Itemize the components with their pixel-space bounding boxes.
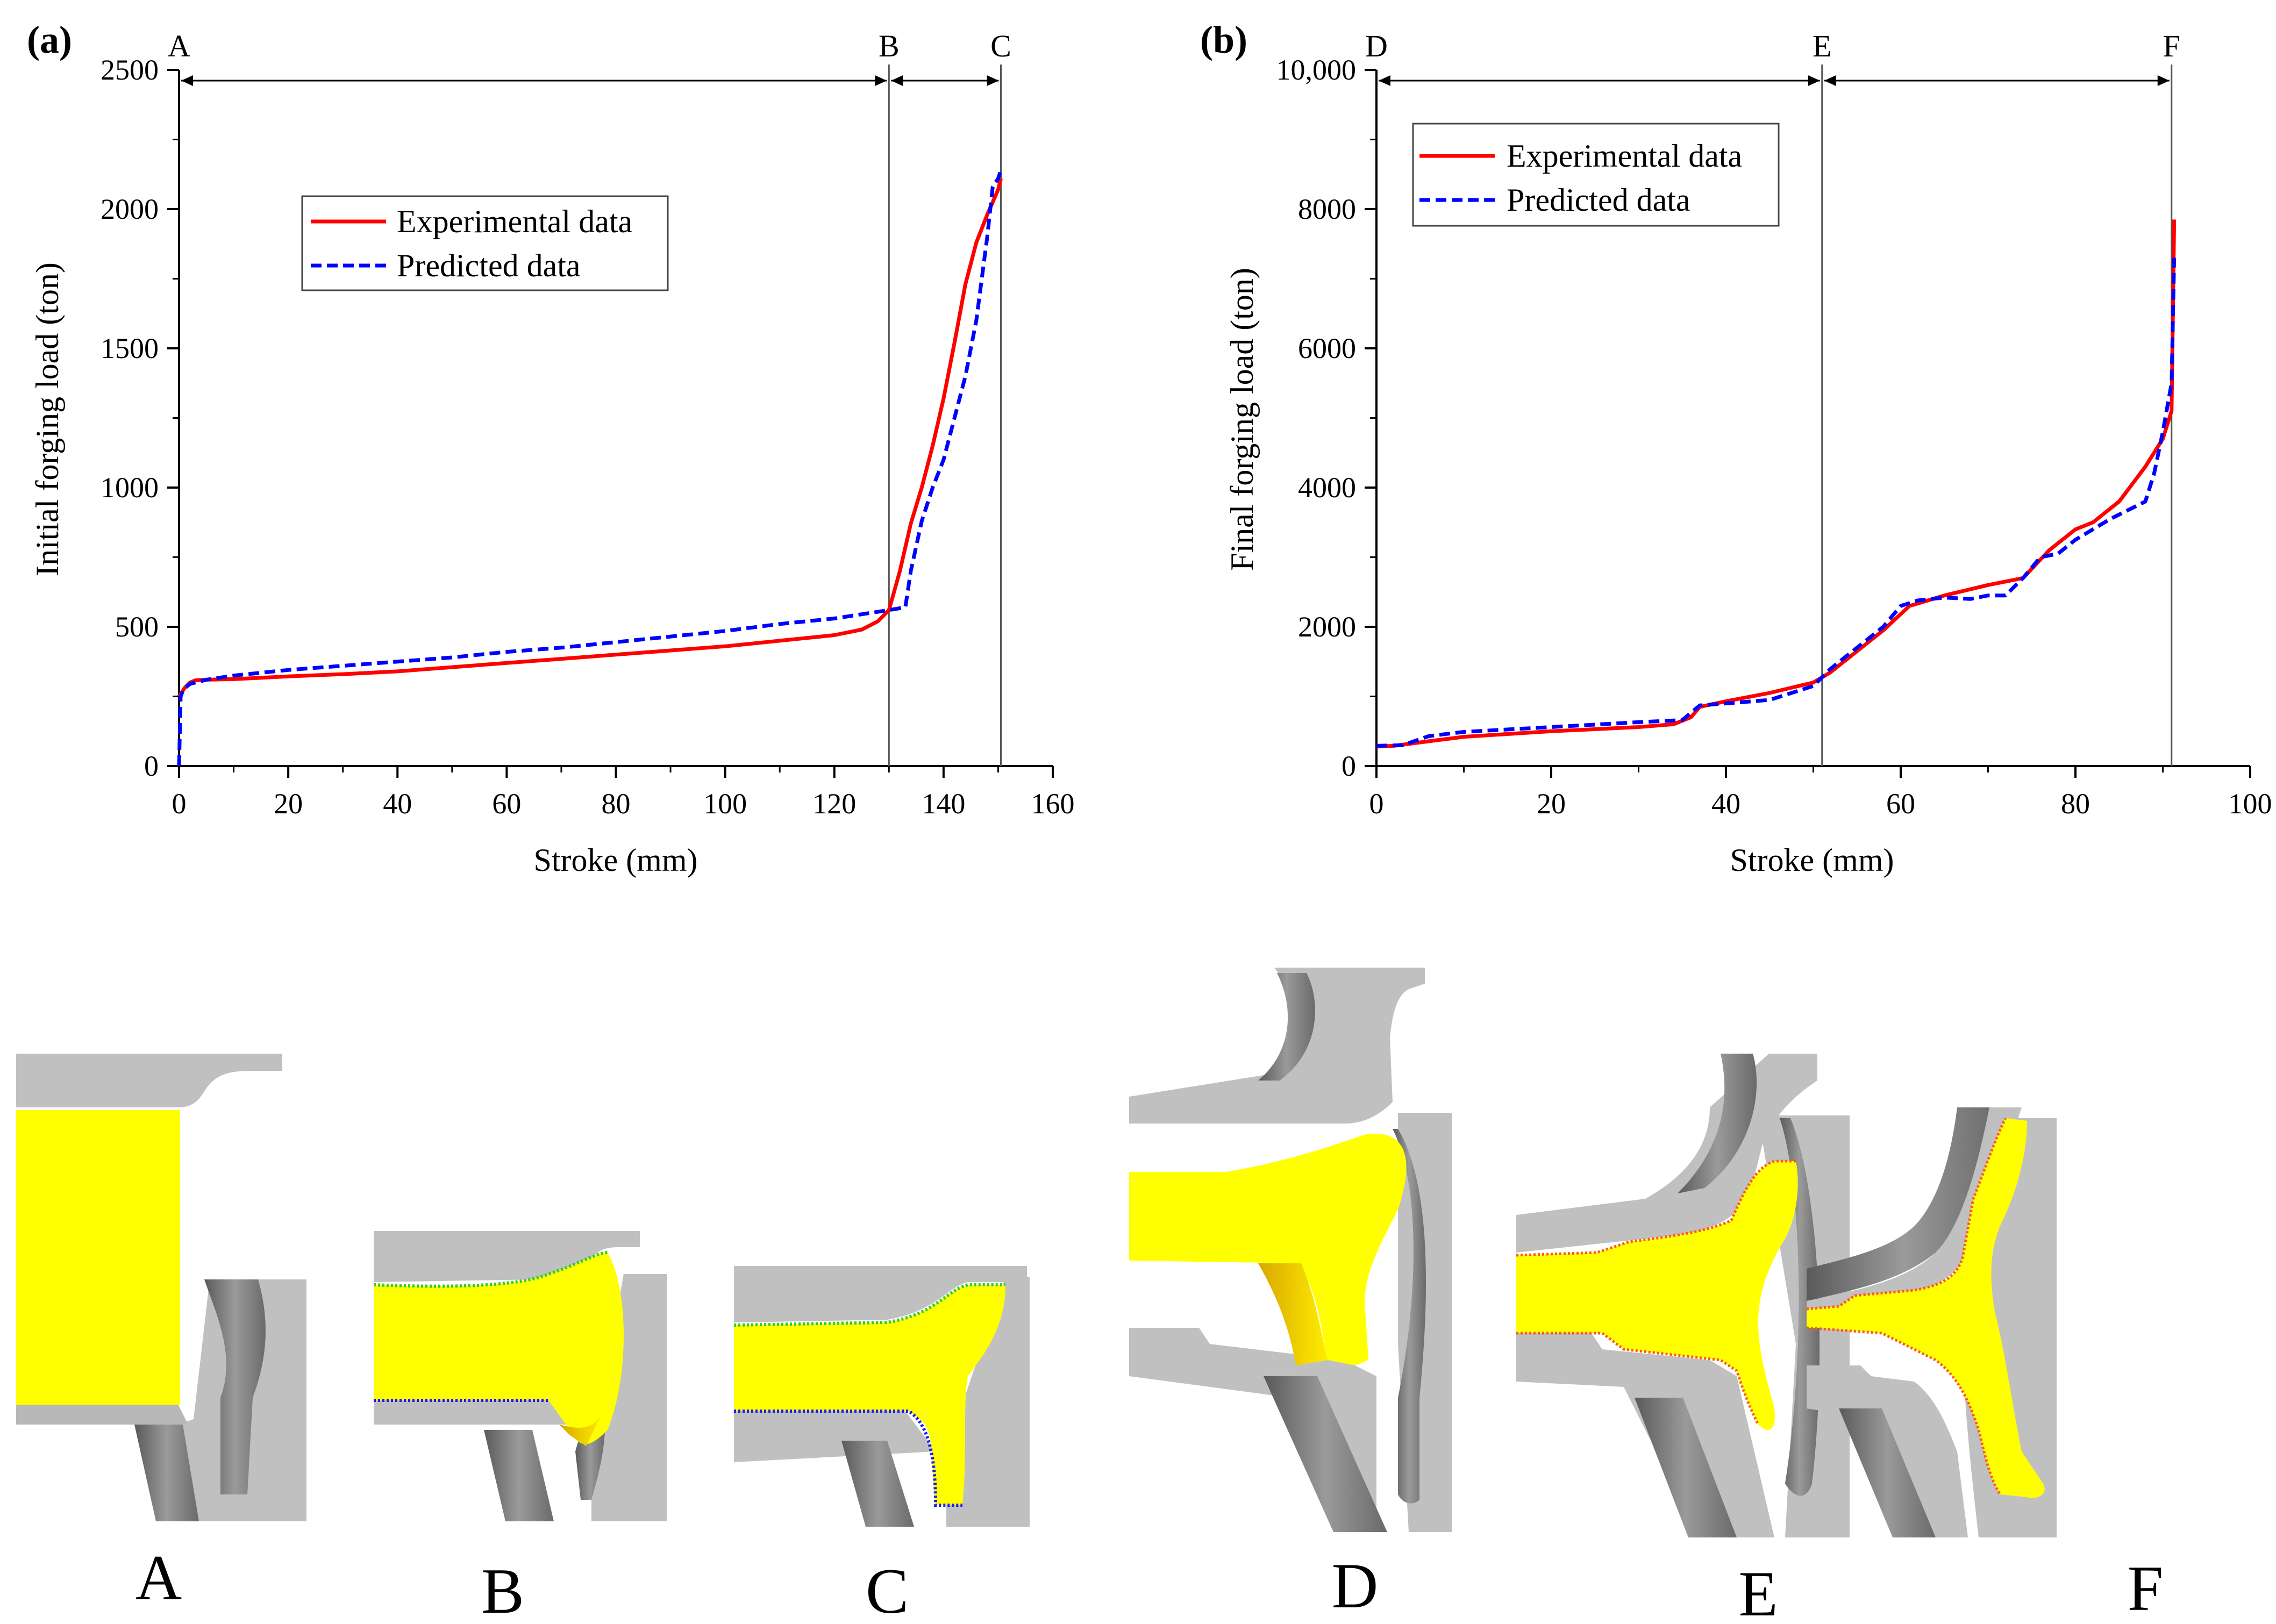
panel-b-x-tick-label: 0 (1369, 788, 1384, 820)
panel-b-x-tick-label: 80 (2061, 788, 2090, 820)
panel-a-legend-label-predicted: Predicted data (397, 248, 581, 283)
panel-a-y-tick-label: 0 (144, 750, 159, 782)
panel-a-legend-label-experimental: Experimental data (397, 204, 632, 239)
panel-a-series-experimental (177, 178, 1003, 698)
panel-b-legend-label-predicted: Predicted data (1507, 182, 1690, 218)
panel-a-x-tick-label: 0 (172, 788, 187, 820)
panel-b-y-tick-label: 4000 (1298, 471, 1356, 504)
panel-a-x-tick-label: 100 (703, 788, 747, 820)
panel-a-stage-label-b: B (879, 28, 900, 63)
panel-a-label: (a) (27, 18, 72, 61)
panel-a-x-tick-label: 120 (812, 788, 856, 820)
panel-b-label: (b) (1200, 18, 1247, 61)
panel-a-stage-label-c: C (990, 28, 1011, 63)
panel-b-axes: 0 20 40 60 80 100 0 2000 4000 6000 8000 10,000 (1276, 54, 2272, 820)
panel-a-x-tick-label: 160 (1031, 788, 1075, 820)
panel-b-y-tick-label: 0 (1342, 750, 1356, 782)
stage-labels: A B C D E F (135, 1542, 2164, 1624)
panel-b-legend: Experimental data Predicted data (1412, 123, 1780, 227)
panel-a-y-tick-label: 1000 (101, 471, 159, 504)
panel-a-x-tick-label: 60 (492, 788, 521, 820)
stage-label-d: D (1332, 1550, 1379, 1621)
panel-b-x-tick-label: 20 (1537, 788, 1566, 820)
stage-schematic-d (1129, 968, 1452, 1532)
panel-b-series-predicted (1376, 257, 2177, 748)
panel-b-series (1376, 219, 2177, 749)
panel-a-series-predicted (177, 169, 1003, 767)
chart-panel-b: (b) 0 20 40 60 80 1000200040006000800010,000 … (1200, 18, 2272, 878)
chart-panel-a: (a) 0 20 40 60 80 100 120 140 160 0 500 1000 1500 200… (27, 18, 1075, 878)
stage-label-c: C (866, 1555, 909, 1624)
panel-b-stage-label-d: D (1365, 28, 1388, 63)
panel-a-stage-label-a: A (168, 28, 190, 63)
panel-b-y-tick-label: 8000 (1298, 193, 1356, 225)
panel-a-x-axis-title: Stroke (mm) (534, 842, 698, 878)
panel-a-series (177, 169, 1003, 767)
stage-schematic-a (16, 1054, 306, 1521)
panel-b-x-tick-label: 60 (1886, 788, 1915, 820)
panel-b-legend-box (1412, 123, 1780, 227)
stage-label-a: A (135, 1542, 182, 1613)
panel-b-x-tick-label: 40 (1711, 788, 1740, 820)
panel-a-stage-arrowhead-left (891, 75, 903, 86)
panel-a-stage-arrowhead-right (875, 75, 887, 86)
panel-b-stage-arrowhead-right (1808, 75, 1820, 86)
panel-a-stage-arrowhead-right (987, 75, 999, 86)
panel-b-series-experimental (1376, 219, 2177, 749)
panel-b-stage-arrowhead-right (2157, 75, 2170, 86)
panel-b-y-tick-label: 6000 (1298, 332, 1356, 364)
panel-a-x-tick-label: 80 (602, 788, 631, 820)
panel-a-stage-arrowhead-left (181, 75, 193, 86)
panel-a-y-tick-label: 2500 (101, 54, 159, 86)
panel-a-legend-box (301, 195, 669, 291)
panel-b-y-tick-label: 10,000 (1276, 54, 1357, 86)
stage-label-f: F (2128, 1553, 2164, 1624)
panel-a-x-tick-label: 40 (383, 788, 412, 820)
panel-a-y-tick-label: 2000 (101, 193, 159, 225)
stage-schematic-c (733, 1266, 1030, 1527)
panel-b-stage-arrowhead-left (1824, 75, 1836, 86)
stage-label-b: B (481, 1555, 524, 1624)
panel-a-y-tick-label: 500 (115, 611, 159, 643)
panel-b-x-tick-label: 100 (2229, 788, 2272, 820)
panel-a-legend: Experimental data Predicted data (301, 195, 669, 291)
panel-a-stage-markers: A B C (168, 28, 1011, 766)
panel-b-y-tick-label: 2000 (1298, 611, 1356, 643)
panel-b-stage-label-f: F (2163, 28, 2180, 63)
panel-a-y-tick-label: 1500 (101, 332, 159, 364)
panel-b-y-axis-title: Final forging load (ton) (1224, 268, 1260, 571)
panel-b-legend-label-experimental: Experimental data (1507, 138, 1742, 174)
stage-schematic-b (373, 1231, 667, 1521)
stage-label-e: E (1738, 1558, 1778, 1624)
stage-schematic-e (1516, 1054, 1850, 1537)
panel-a-x-tick-label: 20 (274, 788, 303, 820)
panel-a-x-tick-label: 140 (922, 788, 965, 820)
panel-b-stage-arrowhead-left (1379, 75, 1390, 86)
panel-a-y-axis-title: Initial forging load (ton) (30, 262, 65, 576)
panel-b-stage-label-e: E (1813, 28, 1831, 63)
stage-schematic-f (1806, 1107, 2057, 1537)
panel-a-axes: 0 20 40 60 80 100 120 140 160 0 500 1000 1500 2000 250… (101, 54, 1075, 820)
panel-b-x-axis-title: Stroke (mm) (1730, 842, 1894, 878)
